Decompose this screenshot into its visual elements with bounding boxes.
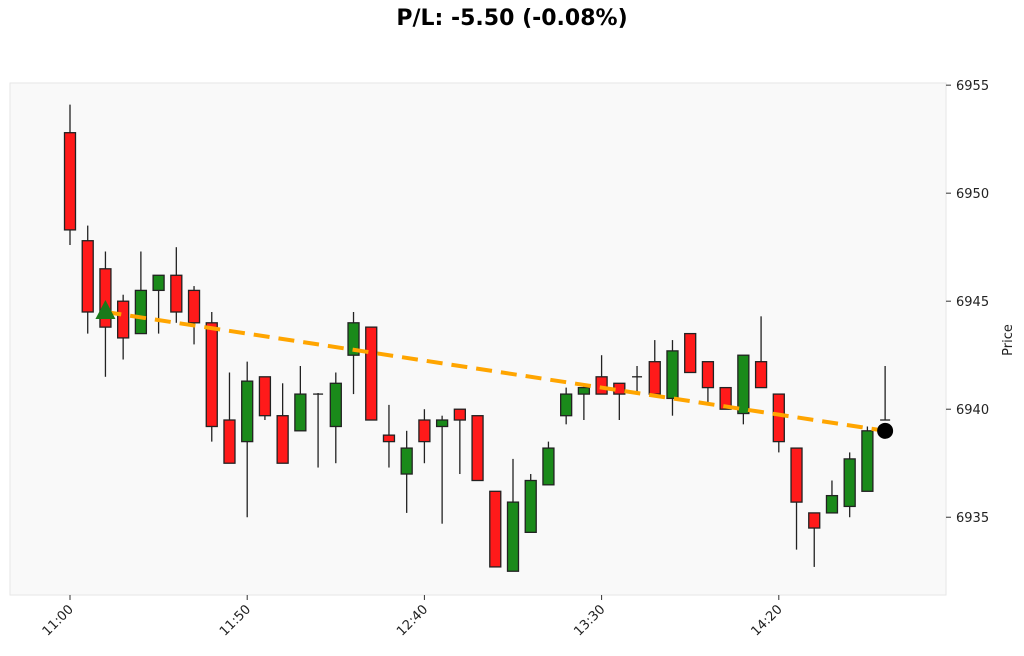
candle-up [542,447,555,486]
candle-down [81,240,94,313]
candle-down [808,512,821,529]
entry-triangle-icon [95,299,116,319]
candles [63,104,891,572]
candle-down [790,447,803,503]
exit-circle-icon [877,422,894,439]
candle-up [737,354,750,415]
candle-down [453,408,466,421]
candle-up [400,447,413,475]
candle-down [648,361,661,395]
candle-down [754,361,768,389]
y-tick-label: 6950 [956,187,989,202]
x-tick-label: 13:30 [571,602,608,639]
candle-up [843,458,856,508]
candle-down [595,376,608,395]
candle-up [329,382,342,428]
candle-down [772,393,785,443]
trade-overlay [95,299,894,439]
y-axis-label: Price [1001,324,1016,356]
candle-down [223,419,236,464]
candle-down [117,300,130,339]
candle-up [134,289,148,335]
candle-down [258,376,272,417]
y-tick-label: 6935 [956,511,989,526]
candle-down [382,434,396,443]
x-tick-label: 14:20 [749,602,786,639]
plot-area [9,82,947,596]
x-tick-label: 11:50 [217,602,254,639]
x-tick-label: 11:00 [40,602,77,639]
candle-down [99,268,112,328]
candle-down [63,132,77,231]
candle-up [666,350,679,400]
candle-down [471,415,484,482]
candle-up [506,501,520,572]
candle-down [418,419,431,443]
candle-up [294,393,307,432]
candle-up [241,380,254,443]
candle-down [187,289,201,324]
candle-up [347,322,360,356]
candle-down [365,326,378,421]
candle-up [524,479,537,534]
candle-up [861,430,874,492]
candle-down [719,386,732,410]
candle-up [152,274,165,292]
candle-up [435,419,449,428]
x-tick-label: 12:40 [394,602,431,639]
y-tick-label: 6955 [956,79,989,94]
candle-up [560,393,573,417]
candle-down [170,274,183,313]
candle-down [489,490,502,568]
candle-down [684,332,697,374]
candle-up [577,386,591,395]
candle-down [276,415,289,464]
candle-down [701,361,715,389]
y-tick-label: 6945 [956,295,989,310]
candle-down [205,322,218,428]
y-axis: 6935 6940 6945 6950 6955 [946,79,989,526]
chart-title: P/L: -5.50 (-0.08%) [396,6,628,31]
trade-line [105,310,886,433]
candle-up [825,494,839,514]
x-axis: 11:00 11:50 12:40 13:30 14:20 [40,595,786,639]
y-tick-label: 6940 [956,403,989,418]
